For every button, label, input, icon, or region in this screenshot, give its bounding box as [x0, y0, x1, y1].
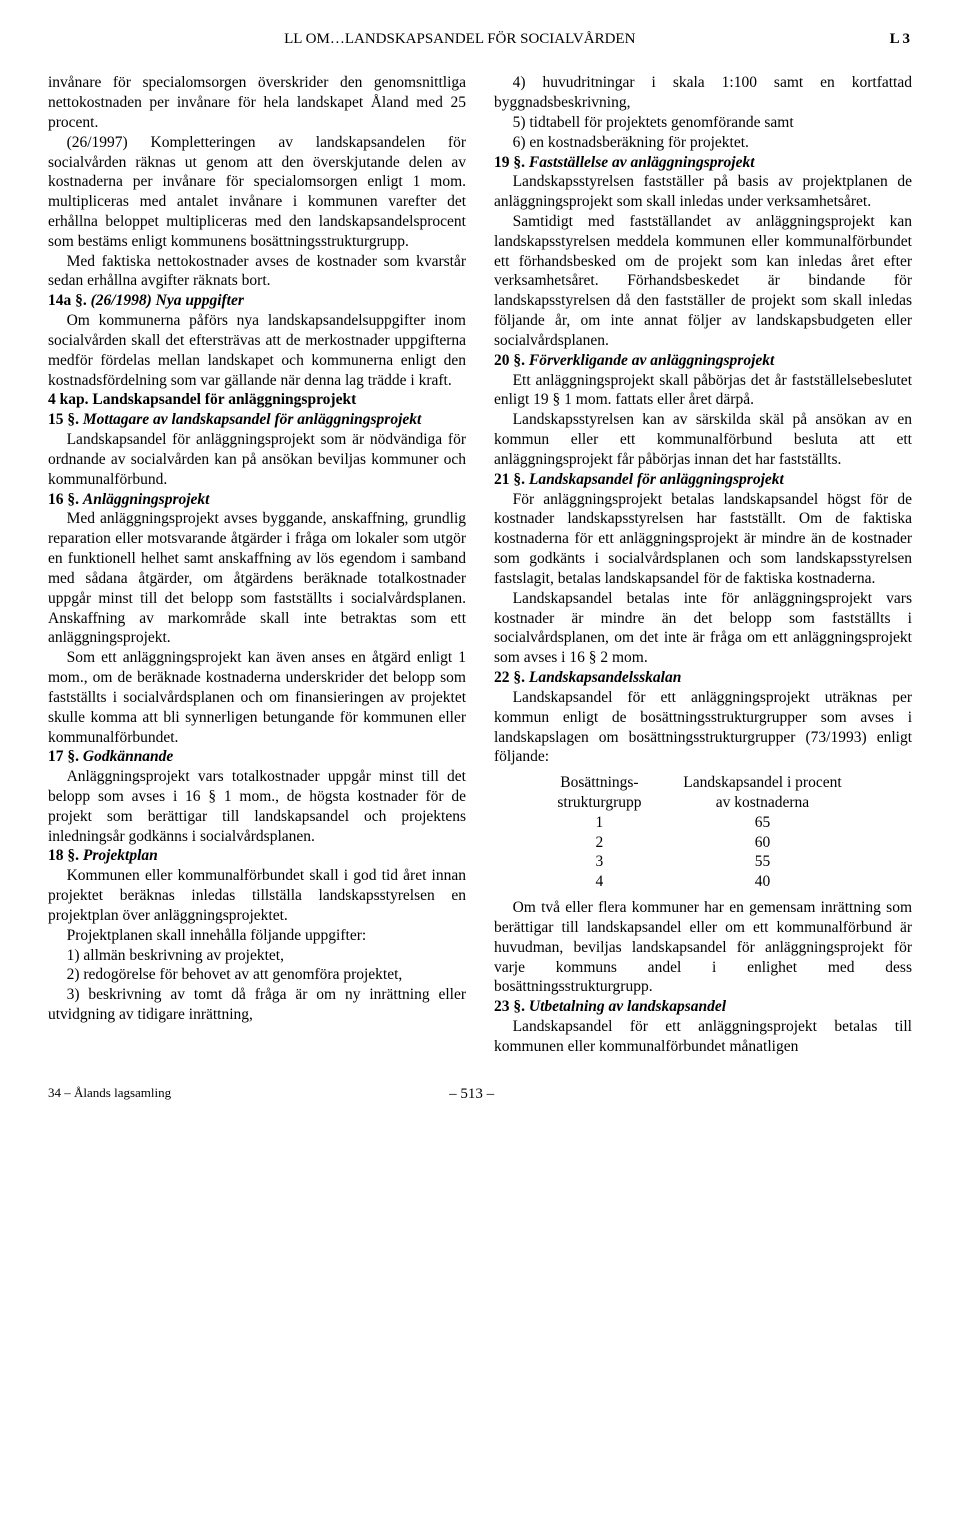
- table-cell: 1: [540, 813, 659, 833]
- para: Om kommunerna påförs nya landskapsandels…: [48, 311, 466, 390]
- section-14a-head: 14a §. (26/1998) Nya uppgifter: [48, 291, 466, 311]
- table-row: 3 55: [540, 852, 866, 872]
- running-head: LL OM…LANDSKAPSANDEL FÖR SOCIALVÅRDEN L …: [48, 30, 912, 49]
- para: Om två eller flera kommuner har en gemen…: [494, 898, 912, 997]
- section-15-head: 15 §. Mottagare av landskapsandel för an…: [48, 410, 466, 430]
- page-footer: 34 – Ålands lagsamling – 513 –: [48, 1085, 912, 1104]
- header-title: LL OM…LANDSKAPSANDEL FÖR SOCIALVÅRDEN: [50, 30, 870, 49]
- table-cell: 40: [659, 872, 866, 892]
- section-title: Landskapsandel för anläggningsprojekt: [529, 471, 784, 488]
- section-title: Utbetalning av landskapsandel: [529, 998, 726, 1015]
- list-item: 4) huvudritningar i skala 1:100 samt en …: [494, 73, 912, 113]
- table-head-percent: av kostnaderna: [659, 793, 866, 813]
- table-cell: 3: [540, 852, 659, 872]
- list-item: 6) en kostnadsberäkning för projektet.: [494, 133, 912, 153]
- section-title: Förverkligande av anläggningsprojekt: [529, 352, 774, 369]
- para: Landskapsstyrelsen kan av särskilda skäl…: [494, 410, 912, 469]
- para: Landskapsandel för ett anläggningsprojek…: [494, 688, 912, 767]
- section-18-head: 18 §. Projektplan: [48, 846, 466, 866]
- table-row: 4 40: [540, 872, 866, 892]
- para: Samtidigt med fastställandet av anläggni…: [494, 212, 912, 351]
- section-num: 15 §.: [48, 411, 79, 428]
- section-22-head: 22 §. Landskapsandelsskalan: [494, 668, 912, 688]
- header-marker: L 3: [890, 30, 910, 49]
- table-row: 2 60: [540, 833, 866, 853]
- section-num: 22 §.: [494, 669, 525, 686]
- landskapsandel-table: Bosättnings- Landskapsandel i procent st…: [540, 773, 866, 892]
- footer-source: 34 – Ålands lagsamling: [48, 1085, 171, 1104]
- section-20-head: 20 §. Förverkligande av anläggningsproje…: [494, 351, 912, 371]
- table-head-group: strukturgrupp: [540, 793, 659, 813]
- section-16-head: 16 §. Anläggningsprojekt: [48, 490, 466, 510]
- para: Landskapsandel för ett anläggningsprojek…: [494, 1017, 912, 1057]
- table-cell: 65: [659, 813, 866, 833]
- table-row: 1 65: [540, 813, 866, 833]
- table-cell: 60: [659, 833, 866, 853]
- section-title: (26/1998) Nya uppgifter: [91, 292, 244, 309]
- para: (26/1997) Kompletteringen av landskapsan…: [48, 133, 466, 252]
- section-23-head: 23 §. Utbetalning av landskapsandel: [494, 997, 912, 1017]
- para: invånare för specialomsorgen överskrider…: [48, 73, 466, 132]
- section-title: Fastställelse av anläggningsprojekt: [529, 154, 755, 171]
- para: Projektplanen skall innehålla följande u…: [48, 926, 466, 946]
- section-21-head: 21 §. Landskapsandel för anläggningsproj…: [494, 470, 912, 490]
- para: Landskapsstyrelsen fastställer på basis …: [494, 172, 912, 212]
- table-cell: 2: [540, 833, 659, 853]
- table-head-percent: Landskapsandel i procent: [659, 773, 866, 793]
- section-title: Projektplan: [83, 847, 158, 864]
- para: Landskapsandel för anläggningsprojekt so…: [48, 430, 466, 489]
- section-title: Godkännande: [83, 748, 173, 765]
- section-num: 20 §.: [494, 352, 525, 369]
- section-num: 18 §.: [48, 847, 79, 864]
- section-num: 21 §.: [494, 471, 525, 488]
- para: Kommunen eller kommunalförbundet skall i…: [48, 866, 466, 925]
- para: Som ett anläggningsprojekt kan även anse…: [48, 648, 466, 747]
- section-title: Anläggningsprojekt: [83, 491, 210, 508]
- section-num: 19 §.: [494, 154, 525, 171]
- chapter-4-head: 4 kap. Landskapsandel för anläggningspro…: [48, 390, 466, 410]
- list-item: 1) allmän beskrivning av projektet,: [48, 946, 466, 966]
- para: För anläggningsprojekt betalas landskaps…: [494, 490, 912, 589]
- table-cell: 55: [659, 852, 866, 872]
- para: Med anläggningsprojekt avses byggande, a…: [48, 509, 466, 648]
- section-17-head: 17 §. Godkännande: [48, 747, 466, 767]
- list-item: 5) tidtabell för projektets genomförande…: [494, 113, 912, 133]
- footer-page-number: – 513 –: [171, 1085, 772, 1104]
- body-columns: invånare för specialomsorgen överskrider…: [48, 73, 912, 1057]
- para: Anläggningsprojekt vars totalkostnader u…: [48, 767, 466, 846]
- para: Ett anläggningsprojekt skall påbörjas de…: [494, 371, 912, 411]
- para: Landskapsandel betalas inte för anläggni…: [494, 589, 912, 668]
- section-num: 16 §.: [48, 491, 79, 508]
- section-title: Mottagare av landskapsandel för anläggni…: [83, 411, 421, 428]
- section-num: 23 §.: [494, 998, 525, 1015]
- para: Med faktiska nettokostnader avses de kos…: [48, 252, 466, 292]
- table-cell: 4: [540, 872, 659, 892]
- section-19-head: 19 §. Fastställelse av anläggningsprojek…: [494, 153, 912, 173]
- list-item: 2) redogörelse för behovet av att genomf…: [48, 965, 466, 985]
- table-head-group: Bosättnings-: [540, 773, 659, 793]
- section-num: 17 §.: [48, 748, 79, 765]
- section-num: 14a §.: [48, 292, 87, 309]
- list-item: 3) beskrivning av tomt då fråga är om ny…: [48, 985, 466, 1025]
- section-title: Landskapsandelsskalan: [529, 669, 681, 686]
